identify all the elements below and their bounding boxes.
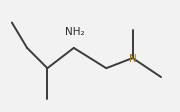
Text: NH₂: NH₂ xyxy=(65,26,85,36)
Text: N: N xyxy=(129,54,136,64)
